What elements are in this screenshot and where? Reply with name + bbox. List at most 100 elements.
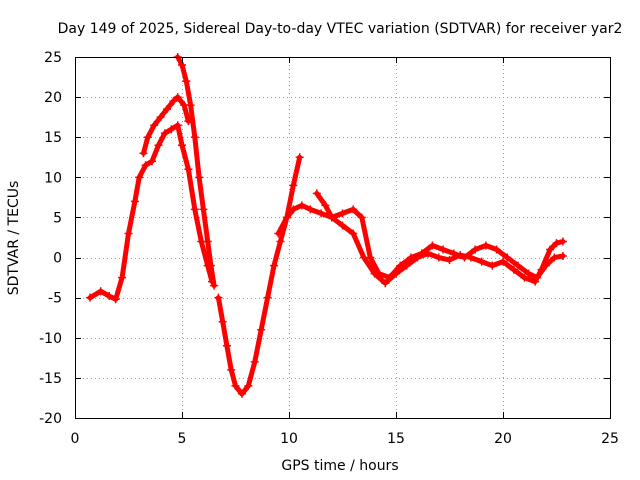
data-point-marker bbox=[85, 293, 94, 302]
series-5 bbox=[274, 201, 567, 288]
series-3 bbox=[173, 53, 219, 290]
data-point-marker bbox=[163, 105, 172, 114]
data-point-marker bbox=[471, 245, 480, 254]
data-point-marker bbox=[182, 77, 191, 86]
data-series-group bbox=[85, 53, 567, 398]
series-1 bbox=[85, 121, 216, 304]
x-tick-label: 0 bbox=[71, 431, 80, 447]
data-point-marker bbox=[206, 261, 215, 270]
data-point-marker bbox=[210, 281, 219, 290]
y-tick-label: 0 bbox=[53, 251, 62, 267]
data-point-marker bbox=[244, 381, 253, 390]
data-point-marker bbox=[524, 269, 533, 278]
data-point-marker bbox=[263, 293, 272, 302]
y-tick-label: 10 bbox=[44, 170, 62, 186]
data-point-marker bbox=[509, 265, 518, 274]
data-point-marker bbox=[143, 133, 152, 142]
y-tick-label: -20 bbox=[39, 411, 62, 427]
data-point-marker bbox=[222, 341, 231, 350]
data-point-marker bbox=[289, 205, 298, 214]
series-4 bbox=[214, 153, 304, 398]
data-point-marker bbox=[150, 121, 159, 130]
data-point-marker bbox=[499, 257, 507, 266]
data-point-marker bbox=[503, 253, 512, 262]
data-point-marker bbox=[195, 173, 204, 182]
data-point-marker bbox=[282, 213, 291, 222]
data-point-marker bbox=[449, 249, 458, 258]
data-point-marker bbox=[445, 255, 454, 264]
x-tick-label: 15 bbox=[387, 431, 405, 447]
data-point-marker bbox=[111, 295, 120, 304]
data-point-marker bbox=[558, 251, 567, 260]
data-point-marker bbox=[460, 253, 469, 262]
y-tick-label: 15 bbox=[44, 130, 62, 146]
data-point-marker bbox=[130, 197, 139, 206]
data-point-marker bbox=[154, 141, 163, 150]
y-tick-label: -15 bbox=[39, 371, 62, 387]
x-axis-label: GPS time / hours bbox=[281, 458, 398, 474]
data-point-marker bbox=[513, 261, 522, 270]
data-point-marker bbox=[231, 381, 240, 390]
y-tick-label: 20 bbox=[44, 90, 62, 106]
data-point-marker bbox=[186, 101, 195, 110]
data-point-marker bbox=[327, 213, 336, 222]
data-point-marker bbox=[257, 325, 266, 334]
data-point-marker bbox=[385, 273, 394, 282]
data-point-marker bbox=[349, 205, 358, 214]
data-point-marker bbox=[417, 249, 426, 258]
data-point-marker bbox=[338, 209, 347, 218]
data-point-marker bbox=[96, 287, 105, 296]
grid bbox=[75, 57, 610, 418]
data-point-marker bbox=[366, 253, 375, 262]
chart-title: Day 149 of 2025, Sidereal Day-to-day VTE… bbox=[58, 21, 623, 37]
data-point-marker bbox=[533, 273, 542, 282]
data-point-marker bbox=[541, 261, 550, 270]
axis-ticks: 0 5 10 15 20 25 -20 -15 -10 -5 0 5 10 15 20 25 bbox=[39, 50, 619, 447]
data-point-marker bbox=[312, 189, 321, 198]
data-point-marker bbox=[173, 93, 182, 102]
data-point-marker bbox=[203, 237, 212, 246]
data-point-marker bbox=[178, 141, 186, 150]
data-point-marker bbox=[105, 292, 114, 301]
data-point-marker bbox=[488, 261, 497, 270]
data-point-marker bbox=[338, 221, 347, 230]
data-point-marker bbox=[190, 205, 199, 214]
data-point-marker bbox=[139, 149, 148, 158]
x-tick-label: 25 bbox=[601, 431, 619, 447]
y-tick-label: -5 bbox=[48, 291, 62, 307]
data-point-marker bbox=[218, 317, 227, 326]
data-point-marker bbox=[289, 181, 298, 190]
data-point-marker bbox=[184, 165, 193, 174]
y-tick-label: 25 bbox=[44, 50, 62, 66]
data-point-marker bbox=[552, 239, 561, 248]
data-point-marker bbox=[546, 245, 555, 254]
series-line bbox=[215, 154, 303, 397]
x-tick-label: 10 bbox=[280, 431, 298, 447]
data-point-marker bbox=[295, 153, 304, 162]
series-line bbox=[87, 122, 215, 302]
data-point-marker bbox=[118, 273, 127, 282]
data-point-marker bbox=[520, 273, 529, 282]
data-point-marker bbox=[381, 279, 390, 288]
data-point-marker bbox=[406, 253, 415, 262]
data-point-marker bbox=[306, 205, 315, 214]
data-point-marker bbox=[199, 205, 208, 214]
data-point-marker bbox=[321, 201, 330, 210]
data-point-marker bbox=[297, 201, 306, 210]
data-point-marker bbox=[167, 125, 176, 134]
data-point-marker bbox=[135, 173, 144, 182]
series-line bbox=[314, 190, 566, 281]
x-tick-label: 20 bbox=[494, 431, 512, 447]
y-tick-label: 5 bbox=[53, 210, 62, 226]
data-point-marker bbox=[374, 269, 383, 278]
data-point-marker bbox=[141, 161, 150, 170]
y-tick-label: -10 bbox=[39, 331, 62, 347]
data-point-marker bbox=[357, 213, 366, 222]
plot-frame bbox=[75, 57, 611, 419]
data-point-marker bbox=[190, 133, 199, 142]
data-point-marker bbox=[317, 209, 326, 218]
data-point-marker bbox=[477, 257, 486, 266]
data-point-marker bbox=[396, 261, 405, 270]
data-point-marker bbox=[434, 253, 443, 262]
